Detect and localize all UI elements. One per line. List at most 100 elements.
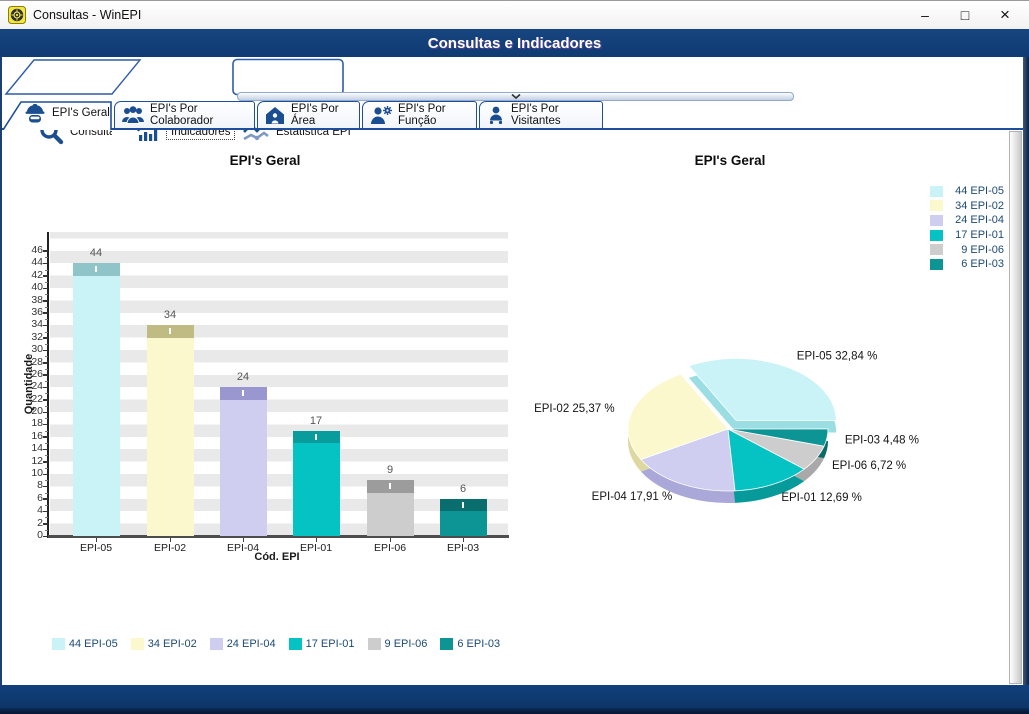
- bar-EPI-06: [366, 480, 414, 536]
- legend-label: 17 EPI-01: [305, 638, 355, 650]
- y-tick-label: 24: [31, 380, 43, 393]
- house-person-icon: [266, 107, 284, 124]
- subtab-epis-por-funcao[interactable]: EPI's Por Função: [362, 101, 477, 128]
- y-tick-label: 44: [31, 256, 43, 269]
- y-minor-tick: [45, 492, 48, 494]
- y-tick-label: 38: [31, 293, 43, 306]
- y-minor-tick: [45, 418, 48, 420]
- footer-bar: [0, 685, 1029, 708]
- y-tick-label: 40: [31, 281, 43, 294]
- pie-label-EPI-04: EPI-04 17,91 %: [592, 491, 673, 503]
- y-tick-mark: [43, 498, 48, 500]
- y-minor-tick: [45, 405, 48, 407]
- pie-label-EPI-05: EPI-05 32,84 %: [797, 350, 878, 362]
- legend-swatch: [930, 214, 943, 226]
- y-tick-mark: [43, 386, 48, 389]
- y-tick-mark: [43, 287, 48, 290]
- subtab-epis-geral[interactable]: EPI's Geral: [0, 100, 116, 131]
- bar-value-label: 44: [89, 247, 103, 260]
- y-minor-tick: [45, 529, 48, 531]
- bar-cap: [292, 430, 340, 444]
- pie-slice-EPI-02: [627, 373, 729, 461]
- y-tick-label: 46: [31, 243, 43, 256]
- vertical-scrollbar[interactable]: [1009, 131, 1022, 684]
- y-tick-label: 26: [31, 367, 43, 380]
- bar-chart-y-title: Quantidade: [23, 353, 35, 415]
- x-tick-label: EPI-06: [373, 542, 407, 554]
- legend-swatch: [51, 638, 65, 650]
- bar-cap-tick: [462, 501, 464, 508]
- legend-swatch: [930, 229, 943, 241]
- y-tick-mark: [43, 411, 48, 414]
- main-tab-bar: Consultas Indicadores Estatistíca EPI: [0, 57, 1029, 145]
- legend-swatch: [930, 258, 943, 270]
- y-minor-tick: [45, 343, 48, 345]
- bar-chart-x-axis: [48, 535, 509, 538]
- subtab-epis-por-colaborador[interactable]: EPI's Por Colaborador: [114, 101, 255, 128]
- x-tick-mark: [389, 538, 391, 542]
- window-frame-bottom: [0, 708, 1029, 714]
- bar-cap-tick: [315, 433, 317, 440]
- visitor-person-icon: [489, 106, 503, 125]
- bar-EPI-01: [292, 430, 340, 536]
- sub-tab-bar: EPI's Geral EPI's Por Colaborador EPI's …: [0, 100, 1029, 131]
- y-minor-tick: [45, 517, 48, 519]
- legend-label: 6 EPI-03: [961, 258, 1004, 271]
- bar-cap-tick: [95, 266, 97, 273]
- bar-EPI-02: [146, 325, 194, 536]
- y-tick-label: 6: [37, 491, 43, 504]
- legend-swatch: [288, 638, 302, 650]
- bar-chart-gridbands: [50, 232, 508, 536]
- legend-label: 34 EPI-02: [955, 199, 1004, 212]
- people-group-icon: [122, 106, 144, 124]
- legend-item: 44 EPI-05: [51, 638, 118, 650]
- y-tick-mark: [43, 535, 48, 537]
- sub-tab-baseline: [0, 128, 1029, 130]
- legend-item: 34 EPI-02: [930, 199, 1004, 214]
- y-tick-label: 16: [31, 429, 43, 442]
- subtab-epis-por-area[interactable]: EPI's Por Área: [257, 101, 360, 128]
- legend-label: 44 EPI-05: [68, 638, 118, 650]
- y-tick-mark: [43, 300, 48, 302]
- bar-chart-x-title: Cód. EPI: [254, 551, 300, 563]
- horizontal-splitter[interactable]: [237, 92, 794, 101]
- x-tick-mark: [95, 538, 97, 542]
- y-minor-tick: [45, 443, 48, 445]
- minimize-button[interactable]: –: [921, 7, 929, 23]
- y-tick-label: 4: [37, 504, 43, 517]
- chevron-down-icon: [510, 93, 521, 100]
- y-minor-tick: [45, 269, 48, 271]
- y-tick-mark: [43, 473, 48, 476]
- y-minor-tick: [45, 455, 48, 457]
- legend-swatch: [930, 185, 943, 197]
- x-tick-label: EPI-01: [299, 542, 333, 554]
- pie-label-EPI-06: EPI-06 6,72 %: [832, 460, 906, 472]
- y-minor-tick: [45, 281, 48, 283]
- y-tick-label: 0: [37, 529, 43, 541]
- x-tick-label: EPI-02: [153, 542, 187, 554]
- y-tick-label: 22: [31, 392, 43, 405]
- maximize-button[interactable]: □: [960, 7, 970, 23]
- x-tick-mark: [169, 538, 171, 542]
- pie-label-EPI-01: EPI-01 12,69 %: [781, 492, 862, 504]
- y-tick-mark: [43, 349, 48, 352]
- legend-swatch: [440, 638, 454, 650]
- y-tick-label: 42: [31, 268, 43, 281]
- bar-chart-legend: 44 EPI-05 34 EPI-02 24 EPI-04 17 EPI-01 9 EP…: [20, 638, 532, 650]
- main-tab-outlines: [4, 58, 344, 96]
- bar-value-label: 34: [163, 309, 177, 322]
- bar-cap-tick: [242, 390, 244, 397]
- legend-swatch: [367, 638, 381, 650]
- y-tick-label: 36: [31, 305, 43, 318]
- y-tick-label: 34: [31, 318, 43, 331]
- subtab-epis-por-visitantes[interactable]: EPI's Por Visitantes: [479, 101, 603, 128]
- legend-swatch: [930, 200, 943, 212]
- bar-chart-y-axis: [47, 232, 49, 538]
- y-tick-mark: [43, 250, 48, 252]
- title-bar: Consultas - WinEPI – □ ×: [0, 1, 1029, 29]
- close-button[interactable]: ×: [1000, 5, 1010, 24]
- legend-item: 24 EPI-04: [930, 213, 1004, 228]
- y-tick-mark: [43, 337, 48, 339]
- x-tick-label: EPI-03: [446, 542, 480, 554]
- winepi-app-icon: [8, 6, 26, 24]
